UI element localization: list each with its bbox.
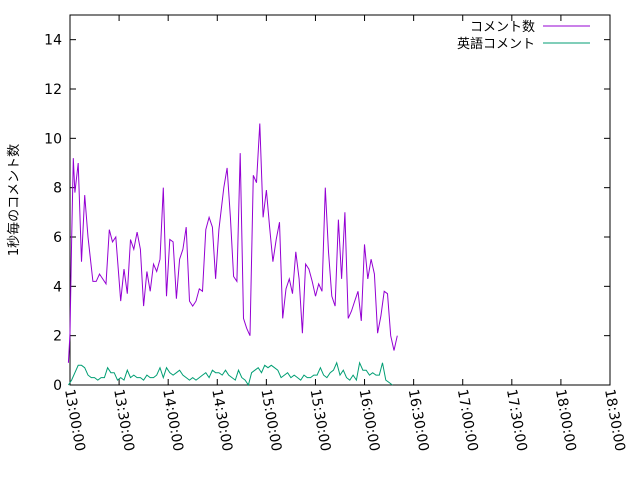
y-tick-label: 10 — [44, 131, 62, 147]
y-tick-label: 8 — [53, 181, 62, 197]
x-tick-label: 18:30:00 — [601, 388, 628, 453]
y-axis-label: 1秒毎のコメント数 — [6, 144, 22, 256]
x-axis-ticks: 13:00:00 13:30:00 14:00:00 14:30:00 15:00:00… — [61, 15, 628, 453]
x-tick-label: 16:30:00 — [405, 388, 432, 453]
x-tick-label: 15:00:00 — [257, 388, 284, 453]
y-tick-label: 14 — [44, 33, 62, 49]
x-tick-label: 13:30:00 — [110, 388, 137, 453]
y-axis-ticks: 0 2 4 6 8 10 12 14 — [44, 33, 610, 394]
x-tick-label: 13:00:00 — [61, 388, 88, 453]
legend-label: 英語コメント — [457, 36, 535, 52]
series-line-1 — [67, 123, 398, 363]
x-tick-label: 17:00:00 — [454, 388, 481, 453]
x-tick-label: 18:00:00 — [552, 388, 579, 453]
legend-label: コメント数 — [470, 20, 535, 35]
x-tick-label: 17:30:00 — [503, 388, 530, 453]
x-tick-label: 14:00:00 — [159, 388, 186, 453]
series-line-2 — [67, 361, 393, 387]
x-tick-label: 14:30:00 — [208, 388, 235, 453]
series-lines — [67, 123, 398, 387]
plot-frame — [69, 14, 611, 386]
x-tick-label: 15:30:00 — [307, 388, 334, 453]
y-tick-label: 4 — [53, 279, 62, 295]
y-tick-label: 2 — [53, 329, 62, 345]
y-tick-label: 12 — [44, 82, 62, 98]
x-tick-label: 16:00:00 — [356, 388, 383, 453]
y-tick-label: 0 — [53, 378, 62, 394]
y-tick-label: 6 — [53, 230, 62, 246]
